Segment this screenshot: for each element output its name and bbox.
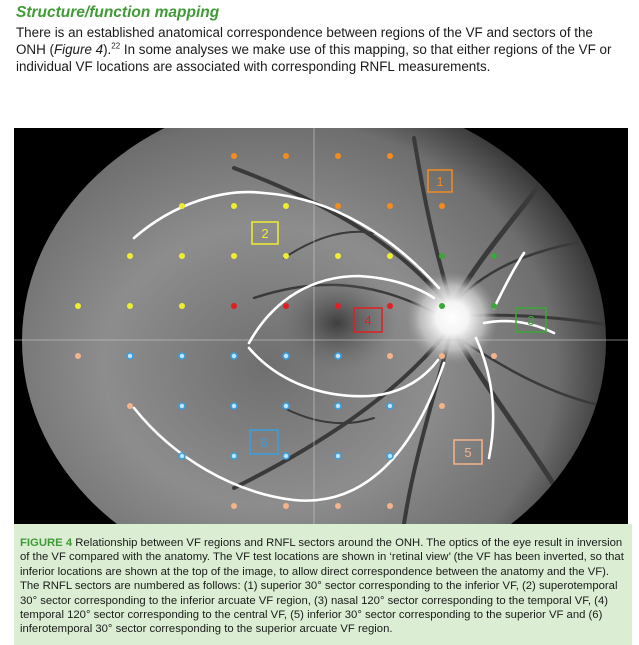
- caption-text: Relationship between VF regions and RNFL…: [20, 537, 624, 636]
- vf-point-sector-1: [231, 153, 237, 159]
- vf-point-sector-2: [231, 253, 237, 259]
- vf-point-sector-5: [127, 403, 133, 409]
- vf-point-sector-2: [231, 203, 237, 209]
- vf-point-sector-6: [386, 452, 394, 460]
- vf-point-sector-6: [282, 352, 290, 360]
- boundary-nasal-superior: [492, 251, 526, 310]
- sector-label-6: 6: [249, 429, 279, 455]
- vf-point-sector-6: [178, 352, 186, 360]
- paragraph-text-2: ).: [103, 42, 112, 57]
- vf-point-sector-5: [283, 503, 289, 509]
- vf-test-locations: [75, 153, 497, 509]
- figure-caption: FIGURE 4 Relationship between VF regions…: [14, 524, 632, 645]
- vf-point-sector-6: [230, 352, 238, 360]
- macula: [277, 273, 397, 373]
- vf-point-sector-4: [231, 303, 237, 309]
- fundus-figure: 1 2 3 4 5 6: [14, 128, 628, 524]
- reference-number: 22: [111, 41, 121, 51]
- section-paragraph: There is an established anatomical corre…: [16, 24, 626, 75]
- sector-labels: 1 2 3 4 5 6: [249, 169, 547, 465]
- vf-point-sector-6: [178, 402, 186, 410]
- vf-point-sector-5: [75, 353, 81, 359]
- sector-label-4: 4: [353, 307, 383, 333]
- vf-point-sector-6: [282, 452, 290, 460]
- sector-label-3: 3: [515, 307, 547, 333]
- optic-disc: [406, 272, 498, 364]
- boundary-superior-outer: [132, 190, 441, 290]
- vf-point-sector-2: [179, 303, 185, 309]
- vf-point-sector-5: [387, 503, 393, 509]
- vf-point-sector-5: [439, 403, 445, 409]
- vf-point-sector-2: [179, 203, 185, 209]
- vf-point-sector-2: [179, 253, 185, 259]
- sector-boundaries: [132, 190, 556, 502]
- svg-text:2: 2: [261, 226, 268, 241]
- boundary-inferior-outer: [132, 361, 446, 502]
- vf-point-sector-1: [283, 153, 289, 159]
- sector-label-2: 2: [251, 221, 279, 245]
- vf-point-sector-6: [334, 452, 342, 460]
- vf-point-sector-6: [334, 352, 342, 360]
- svg-text:3: 3: [527, 313, 534, 328]
- vf-point-sector-3: [439, 303, 445, 309]
- vf-point-sector-3: [439, 253, 445, 259]
- vf-point-sector-5: [387, 353, 393, 359]
- vf-point-sector-6: [282, 402, 290, 410]
- svg-text:4: 4: [364, 313, 371, 328]
- vf-point-sector-1: [387, 203, 393, 209]
- boundary-nasal-mid: [482, 319, 556, 335]
- boundary-superior-inner: [247, 274, 436, 345]
- sector-label-5: 5: [453, 439, 483, 465]
- vf-point-sector-6: [334, 402, 342, 410]
- svg-text:1: 1: [436, 174, 443, 189]
- vf-point-sector-2: [283, 253, 289, 259]
- paragraph-text-3: In some analyses we make use of this map…: [16, 42, 612, 74]
- vf-point-sector-2: [283, 203, 289, 209]
- vf-point-sector-6: [178, 452, 186, 460]
- vf-point-sector-3: [491, 303, 497, 309]
- vf-point-sector-1: [387, 153, 393, 159]
- svg-text:5: 5: [464, 445, 471, 460]
- fundus-image: 1 2 3 4 5 6: [14, 128, 628, 524]
- vf-point-sector-5: [491, 353, 497, 359]
- vf-point-sector-5: [231, 503, 237, 509]
- paragraph-text-1: There is an established anatomical corre…: [16, 25, 593, 57]
- vf-point-sector-2: [127, 303, 133, 309]
- vf-point-sector-6: [230, 452, 238, 460]
- vf-point-sector-6: [126, 352, 134, 360]
- vf-point-sector-1: [439, 203, 445, 209]
- vf-point-sector-1: [335, 203, 341, 209]
- vf-point-sector-6: [386, 402, 394, 410]
- figure-reference: Figure 4: [53, 42, 104, 57]
- svg-text:6: 6: [260, 435, 267, 450]
- vf-point-sector-2: [127, 253, 133, 259]
- vf-point-sector-2: [75, 303, 81, 309]
- vf-point-sector-5: [335, 503, 341, 509]
- vf-point-sector-2: [335, 253, 341, 259]
- sector-label-1: 1: [427, 169, 453, 193]
- vf-point-sector-6: [230, 402, 238, 410]
- vf-point-sector-4: [387, 303, 393, 309]
- vf-point-sector-2: [387, 253, 393, 259]
- vf-point-sector-5: [439, 353, 445, 359]
- vf-point-sector-4: [283, 303, 289, 309]
- section-heading: Structure/function mapping: [16, 4, 220, 21]
- boundary-inferior-inner: [247, 346, 440, 398]
- boundary-nasal-inferior: [474, 336, 495, 460]
- vf-point-sector-1: [335, 153, 341, 159]
- vf-point-sector-4: [335, 303, 341, 309]
- caption-label: FIGURE 4: [20, 537, 73, 549]
- vf-point-sector-3: [491, 253, 497, 259]
